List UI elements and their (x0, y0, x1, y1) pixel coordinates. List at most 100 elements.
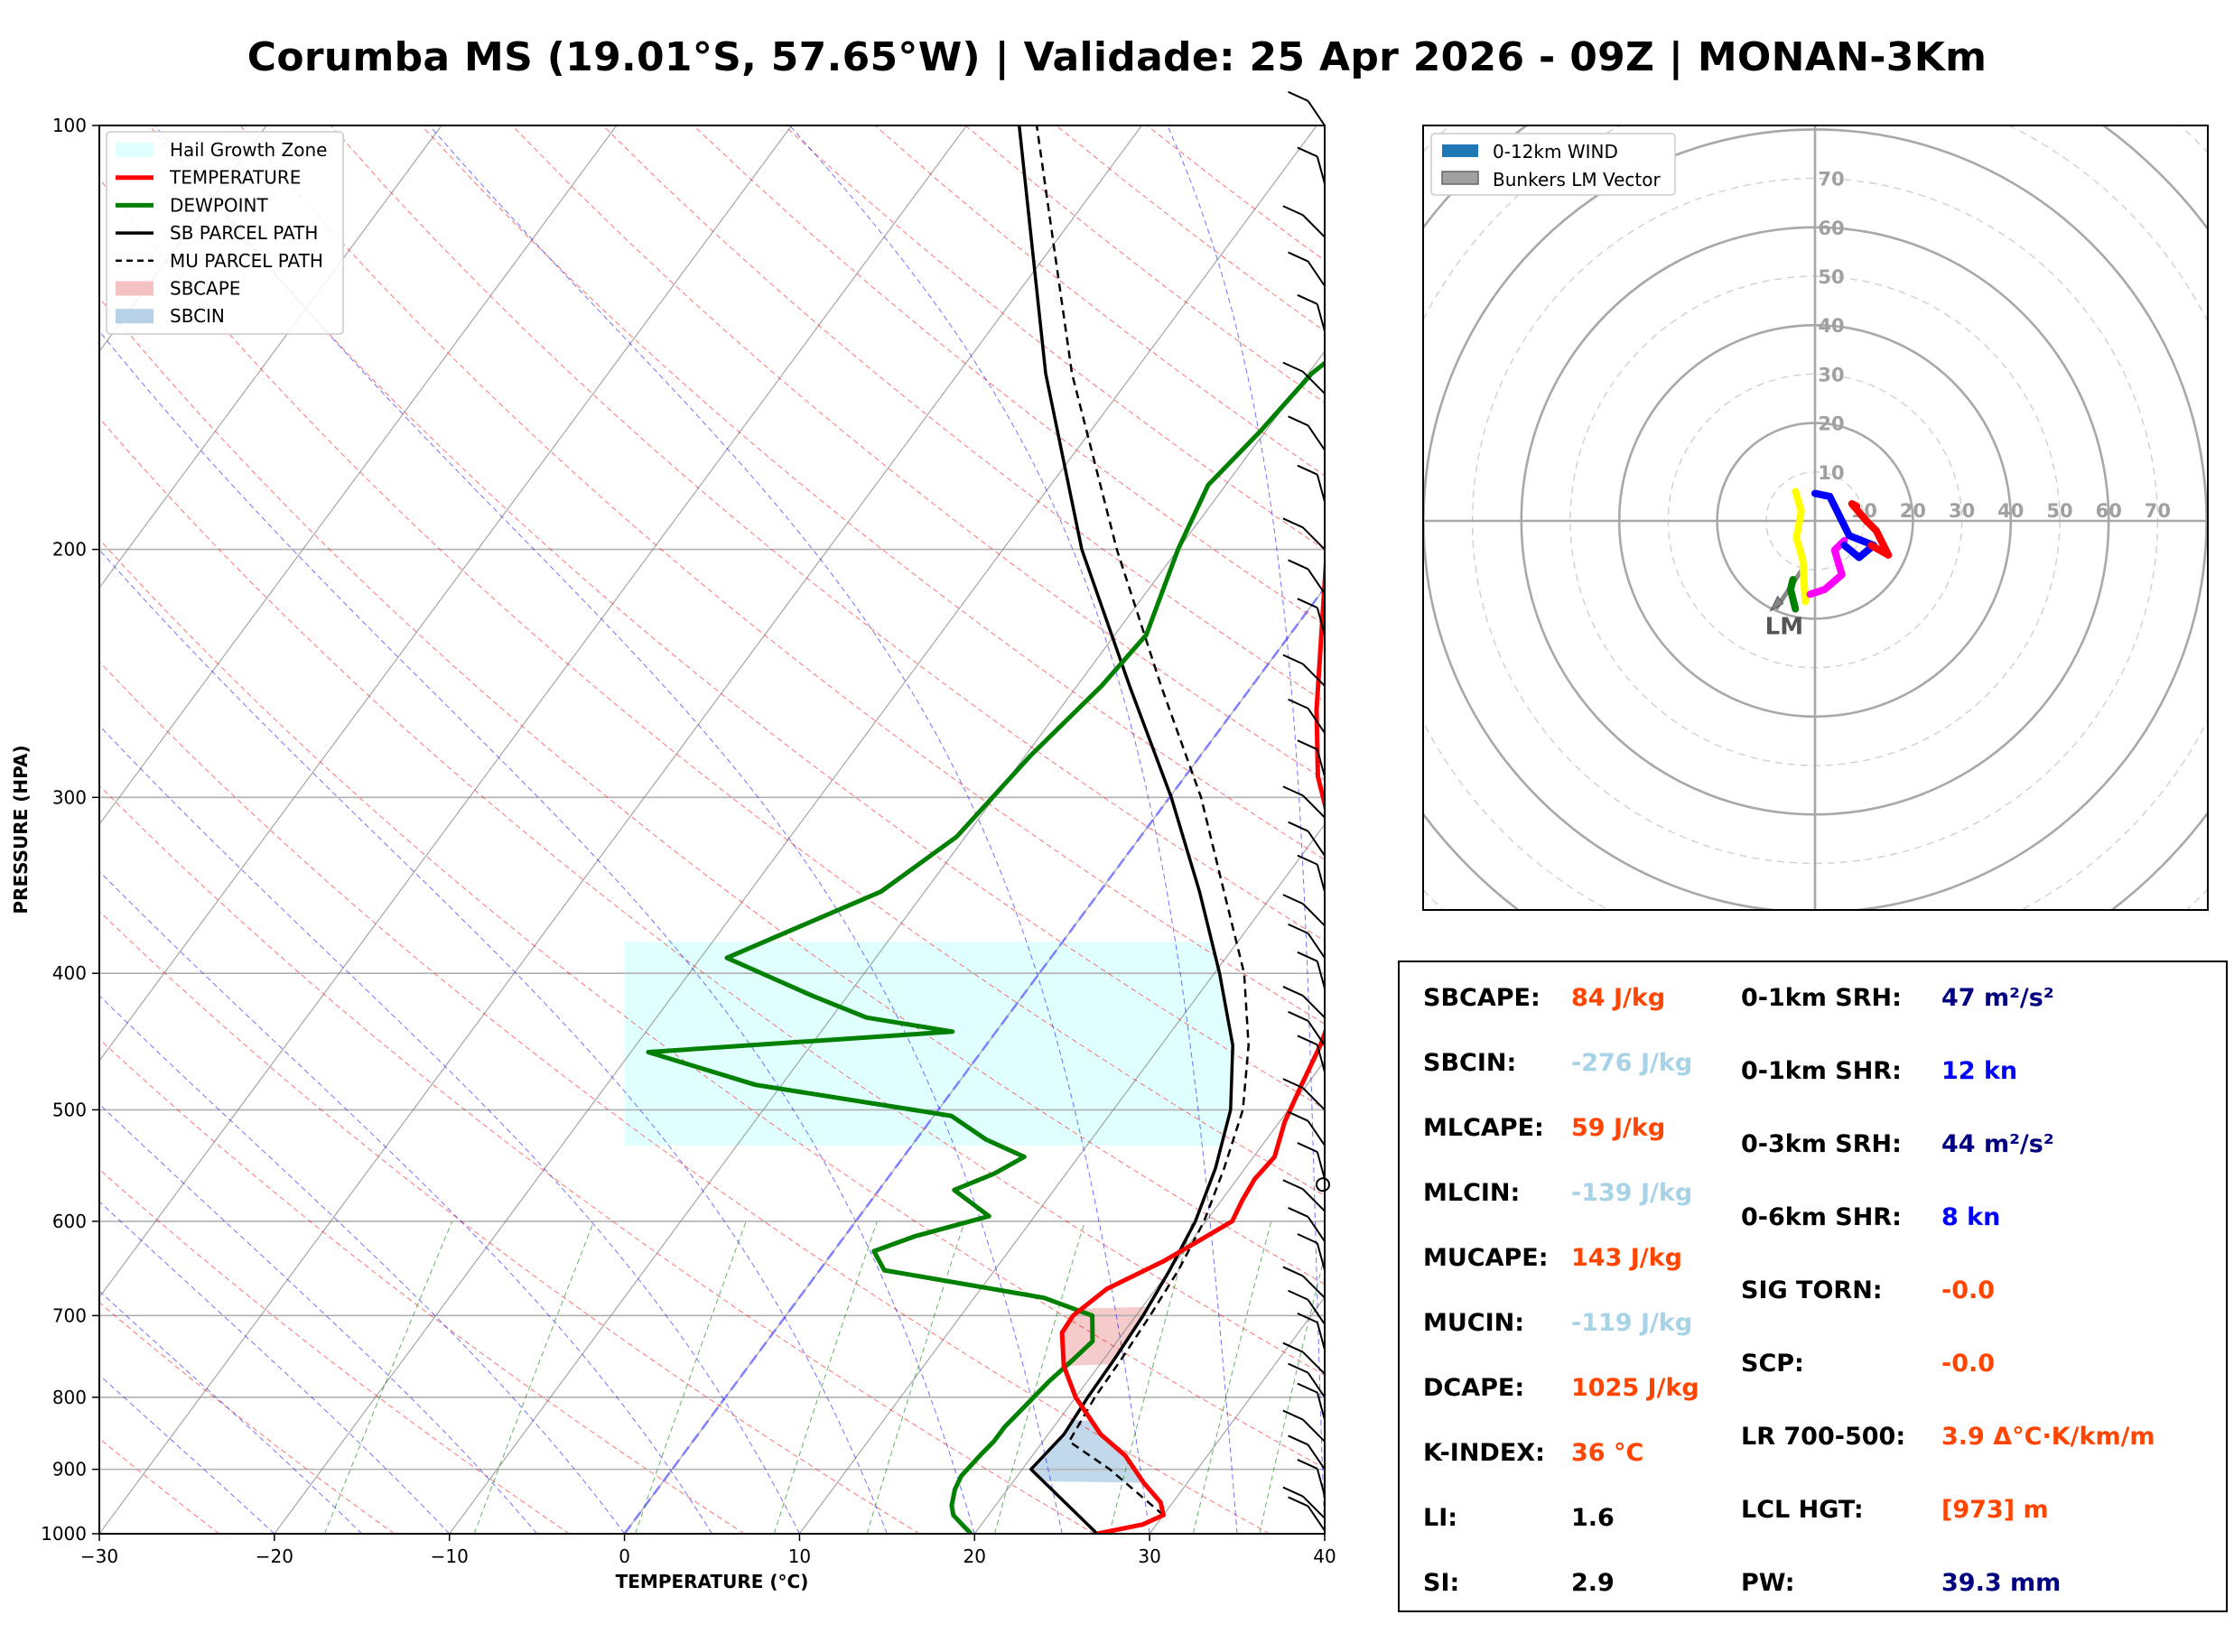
dry-adiabat (99, 297, 1325, 1285)
y-tick-label: 300 (52, 786, 87, 808)
isotherm (798, 823, 1325, 1534)
hodo-ring-label: 70 (1818, 169, 1844, 190)
wind-barb-staff (1316, 1044, 1326, 1072)
legend-entry: DEWPOINT (170, 194, 268, 216)
moist-adiabat (99, 995, 626, 1534)
dry-adiabat (99, 661, 1271, 1534)
hodo-ring (1423, 125, 2208, 910)
skewt-legend (106, 131, 344, 335)
param-value: 47 m²/s² (1941, 984, 2054, 1012)
x-tick-label: 0 (619, 1545, 630, 1567)
param-label: SCP: (1741, 1350, 1804, 1378)
wind-barb-staff (1302, 1350, 1326, 1375)
wind-barb-flag (1288, 1207, 1309, 1218)
wind-barb-staff (1307, 1372, 1326, 1398)
y-tick-label: 600 (52, 1211, 87, 1232)
mixing-ratio-line (635, 1220, 747, 1534)
y-tick-label: 900 (52, 1459, 87, 1480)
wind-barb-flag (1282, 654, 1304, 665)
y-tick-label: 200 (52, 539, 87, 561)
wind-barb-flag (1297, 1142, 1318, 1153)
wind-barb-flag (1288, 415, 1309, 427)
param-value: 2.9 (1571, 1569, 1615, 1597)
parameter-table: SBCAPE: 84 J/kg SBCIN: -276 J/kg MLCAPE: 59 J… (1398, 961, 2228, 1612)
param-label: SBCIN: (1423, 1049, 1517, 1077)
y-tick-label: 500 (52, 1099, 87, 1120)
isotherm (99, 125, 618, 826)
wind-barb-flag (1282, 1266, 1304, 1277)
moist-adiabat (99, 1374, 275, 1534)
wind-barb-staff (1316, 303, 1326, 332)
isotherm (99, 125, 793, 1063)
hodo-segment-4 (1848, 500, 1893, 559)
wind-barb-staff (1307, 1505, 1326, 1532)
x-tick-label: −20 (256, 1545, 293, 1567)
wind-barb-flag (1282, 517, 1304, 529)
isotherm (1149, 1296, 1325, 1534)
dry-adiabat (99, 177, 1325, 1196)
bunkers-lm-label: LM (1765, 614, 1803, 641)
mixing-ratio-line (773, 1220, 878, 1534)
skewt-plot-area (99, 125, 1325, 1534)
moist-adiabat (99, 1290, 363, 1534)
isotherm (449, 350, 1325, 1534)
param-value: 36 °C (1571, 1439, 1644, 1467)
wind-barb-flag (1288, 90, 1309, 102)
wind-barb-staff (1307, 1443, 1326, 1471)
calm-wind-marker (1316, 1177, 1330, 1193)
param-label: 0-3km SRH: (1741, 1130, 1902, 1158)
param-label: MLCAPE: (1423, 1114, 1544, 1142)
param-label: MLCIN: (1423, 1179, 1521, 1207)
param-value: 59 J/kg (1571, 1114, 1666, 1142)
wind-barb-flag (1297, 464, 1318, 476)
param-label: MUCIN: (1423, 1309, 1525, 1337)
hodo-ring-label: 30 (1818, 364, 1844, 385)
hodo-ring-label: 70 (2145, 500, 2171, 522)
wind-barb-flag (1297, 293, 1318, 305)
wind-barb-flag (1288, 1289, 1309, 1301)
wind-barb-staff (1307, 100, 1326, 126)
mixing-ratio-line (1259, 1254, 1325, 1534)
mixing-ratio-line (473, 1220, 595, 1534)
wind-barb-flag (1282, 986, 1304, 997)
wind-barb-staff (1307, 831, 1326, 857)
wind-barb-staff (1307, 568, 1326, 595)
wind-barb-flag (1297, 1312, 1318, 1323)
hodo-ring-label: 40 (1818, 315, 1844, 337)
wind-barb-staff (1302, 214, 1326, 238)
wind-barb-flag (1282, 1078, 1304, 1090)
wind-barb-staff (1307, 708, 1326, 734)
wind-barb-flag (1297, 854, 1318, 866)
param-value: -139 J/kg (1571, 1179, 1693, 1207)
wind-barb-flag (1297, 1382, 1318, 1394)
legend-swatch (1441, 171, 1479, 185)
wind-barb-staff (1307, 1216, 1326, 1242)
legend-swatch (1442, 144, 1478, 157)
y-tick-label: 700 (52, 1304, 87, 1326)
temperature-line (1059, 548, 1325, 1534)
isotherm (973, 1060, 1325, 1534)
param-label: 0-6km SHR: (1741, 1203, 1902, 1231)
wind-barb-staff (1307, 1299, 1326, 1325)
wind-barb-flag (1288, 1362, 1309, 1374)
y-tick-label: 1000 (41, 1523, 87, 1545)
isotherm (624, 587, 1325, 1534)
wind-barb-flag (1282, 1341, 1304, 1353)
wind-barb-staff (1316, 1468, 1326, 1497)
wind-barbs (1282, 90, 1330, 1532)
wind-barb-staff (1316, 864, 1326, 893)
wind-barb-staff (1316, 1392, 1326, 1421)
param-label: PW: (1741, 1569, 1795, 1597)
param-value: 44 m²/s² (1941, 1130, 2054, 1158)
wind-barb-flag (1282, 894, 1304, 905)
isotherm (274, 125, 1317, 1534)
param-value: -0.0 (1941, 1276, 1996, 1304)
wind-barb-flag (1288, 698, 1309, 710)
wind-barb-flag (1288, 821, 1309, 832)
wind-barb-flag (1297, 1459, 1318, 1470)
wind-barb-flag (1288, 1434, 1309, 1446)
legend-entry: Hail Growth Zone (170, 139, 327, 161)
param-value: 1.6 (1571, 1504, 1615, 1532)
dry-adiabat (99, 784, 1095, 1534)
param-label: LR 700-500: (1741, 1423, 1906, 1451)
